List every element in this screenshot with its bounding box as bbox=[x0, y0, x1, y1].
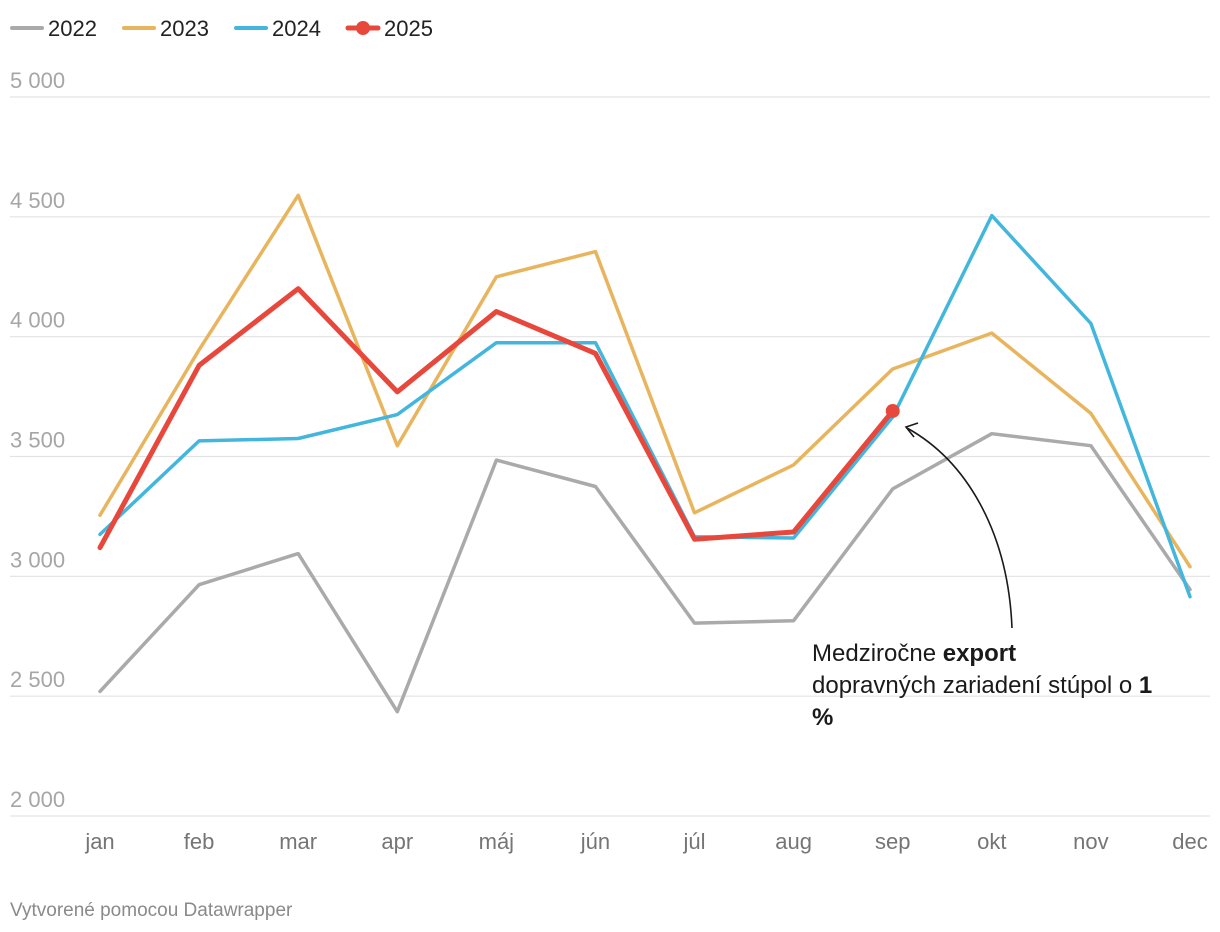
x-tick-label: apr bbox=[381, 829, 413, 854]
x-tick-label: máj bbox=[479, 829, 514, 854]
y-tick-label: 2 000 bbox=[10, 787, 65, 812]
y-axis-ticks: 2 000 2 500 3 000 3 500 4 000 4 500 5 000 bbox=[10, 68, 65, 812]
series-line-2022 bbox=[98, 431, 1192, 714]
x-tick-label: nov bbox=[1073, 829, 1108, 854]
x-tick-label: feb bbox=[184, 829, 215, 854]
legend-label-2024: 2024 bbox=[272, 16, 321, 41]
x-tick-label: dec bbox=[1172, 829, 1207, 854]
x-tick-label: mar bbox=[279, 829, 317, 854]
annotation-line-2: dopravných zariadení stúpol o 1 bbox=[812, 672, 1152, 699]
x-axis-ticks: jan feb mar apr máj jún júl aug sep okt nov dec bbox=[84, 829, 1207, 854]
y-tick-label: 5 000 bbox=[10, 68, 65, 93]
footer-credit: Vytvorené pomocou Datawrapper bbox=[10, 900, 293, 921]
x-tick-label: jún bbox=[580, 829, 610, 854]
annotation-arrowhead bbox=[904, 422, 919, 438]
x-tick-label: jan bbox=[84, 829, 114, 854]
y-tick-label: 4 500 bbox=[10, 188, 65, 213]
y-tick-label: 4 000 bbox=[10, 308, 65, 333]
legend-marker-2025 bbox=[356, 21, 370, 35]
annotation-line-1: Medziročne export bbox=[812, 640, 1016, 667]
annotation-arrow bbox=[906, 427, 1013, 629]
series-line-2023 bbox=[98, 193, 1192, 569]
legend: 2022 2023 2024 2025 bbox=[10, 16, 433, 41]
y-tick-label: 3 500 bbox=[10, 428, 65, 453]
x-tick-label: sep bbox=[875, 829, 910, 854]
annotation-line-3: % bbox=[812, 704, 833, 731]
series-line-2025 bbox=[97, 286, 896, 551]
y-tick-label: 3 000 bbox=[10, 547, 65, 572]
legend-label-2022: 2022 bbox=[48, 16, 97, 41]
annotation: Medziročne export dopravných zariadení s… bbox=[812, 422, 1152, 731]
series-endpoint-2025 bbox=[885, 403, 900, 418]
y-tick-label: 2 500 bbox=[10, 667, 65, 692]
x-tick-label: júl bbox=[683, 829, 706, 854]
series-lines bbox=[97, 193, 1192, 714]
series-line-2024 bbox=[98, 213, 1192, 599]
grid bbox=[10, 96, 1210, 817]
x-tick-label: aug bbox=[775, 829, 812, 854]
legend-label-2023: 2023 bbox=[160, 16, 209, 41]
x-tick-label: okt bbox=[977, 829, 1006, 854]
legend-label-2025: 2025 bbox=[384, 16, 433, 41]
